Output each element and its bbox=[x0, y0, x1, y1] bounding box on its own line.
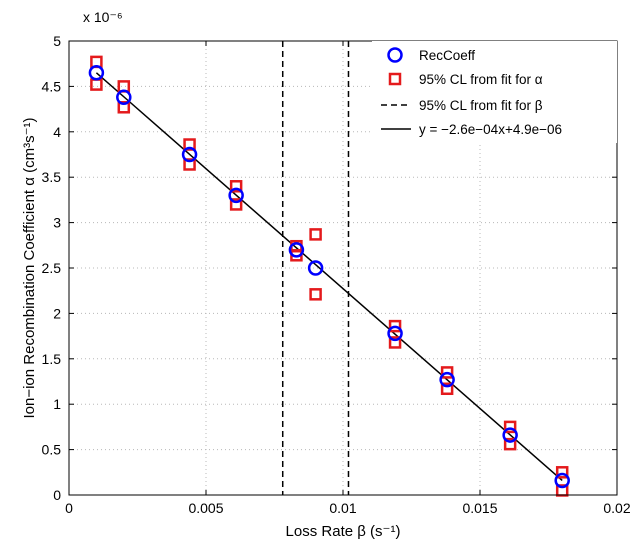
alpha-cl-marker bbox=[229, 198, 243, 211]
alpha-cl-marker bbox=[183, 158, 196, 171]
legend: RecCoeff 95% CL from fit for α 95% CL fr… bbox=[372, 41, 617, 143]
beta-confidence-lines bbox=[281, 41, 350, 495]
alpha-cl-marker bbox=[388, 336, 402, 349]
legend-marker-reccoeff bbox=[387, 47, 403, 63]
fit-line bbox=[95, 72, 563, 482]
legend-label-alpha-cl: 95% CL from fit for α bbox=[419, 72, 543, 87]
x-tick-label: 0.02 bbox=[603, 500, 630, 516]
alpha-cl-marker bbox=[309, 228, 322, 241]
y-tick-label: 2 bbox=[53, 305, 61, 321]
y-tick-label: 0.5 bbox=[42, 442, 62, 458]
legend-label-reccoeff: RecCoeff bbox=[419, 48, 475, 63]
alpha-cl-marker bbox=[309, 288, 322, 301]
alpha-cl-marker bbox=[183, 138, 196, 151]
reccoeff-marker bbox=[88, 65, 105, 81]
legend-box bbox=[372, 41, 617, 143]
fit-line-group bbox=[95, 72, 563, 482]
x-tick-label: 0.015 bbox=[462, 500, 497, 516]
y-tick-label: 4 bbox=[53, 124, 61, 140]
markers bbox=[88, 55, 570, 497]
y-tick-label: 5 bbox=[53, 33, 61, 49]
legend-label-fit: y = −2.6e−04x+4.9e−06 bbox=[419, 122, 562, 137]
alpha-cl-marker bbox=[503, 437, 517, 451]
y-axis-label: Ion−ion Recombination Coefficient α (cm³… bbox=[21, 117, 38, 418]
y-exponent-label: x 10⁻⁶ bbox=[83, 9, 123, 25]
alpha-cl-marker bbox=[117, 101, 131, 114]
y-tick-label: 0 bbox=[53, 487, 61, 503]
legend-marker-alpha-cl bbox=[388, 72, 402, 86]
y-tick-label: 1.5 bbox=[42, 351, 62, 367]
y-tick-label: 2.5 bbox=[42, 260, 62, 276]
y-tick-label: 1 bbox=[53, 396, 61, 412]
alpha-cl-marker bbox=[555, 466, 569, 479]
reccoeff-marker bbox=[181, 146, 198, 163]
reccoeff-marker bbox=[502, 427, 518, 443]
x-tick-label: 0 bbox=[65, 500, 73, 516]
reccoeff-marker bbox=[387, 325, 403, 342]
ticks: 0 0.005 0.01 0.015 0.02 0 0.5 1 1.5 2 2.5 3 3.5 4 4.5 5 bbox=[42, 33, 631, 516]
reccoeff-marker bbox=[116, 89, 132, 106]
reccoeff-marker bbox=[307, 260, 324, 276]
reccoeff-marker bbox=[288, 242, 305, 258]
alpha-cl-marker bbox=[440, 382, 454, 396]
x-axis-label: Loss Rate β (s⁻¹) bbox=[286, 523, 401, 540]
y-tick-label: 4.5 bbox=[42, 78, 62, 94]
x-tick-label: 0.005 bbox=[188, 500, 223, 516]
reccoeff-marker bbox=[228, 187, 244, 204]
alpha-cl-marker bbox=[229, 180, 243, 193]
reccoeff-marker bbox=[554, 472, 570, 489]
y-tick-label: 3 bbox=[53, 215, 61, 231]
alpha-cl-marker bbox=[388, 319, 402, 333]
alpha-cl-marker bbox=[503, 420, 517, 434]
alpha-cl-marker bbox=[440, 366, 454, 379]
reccoeff-marker bbox=[439, 371, 455, 388]
x-tick-label: 0.01 bbox=[329, 500, 356, 516]
legend-label-beta-cl: 95% CL from fit for β bbox=[419, 98, 543, 113]
y-tick-label: 3.5 bbox=[42, 169, 62, 185]
